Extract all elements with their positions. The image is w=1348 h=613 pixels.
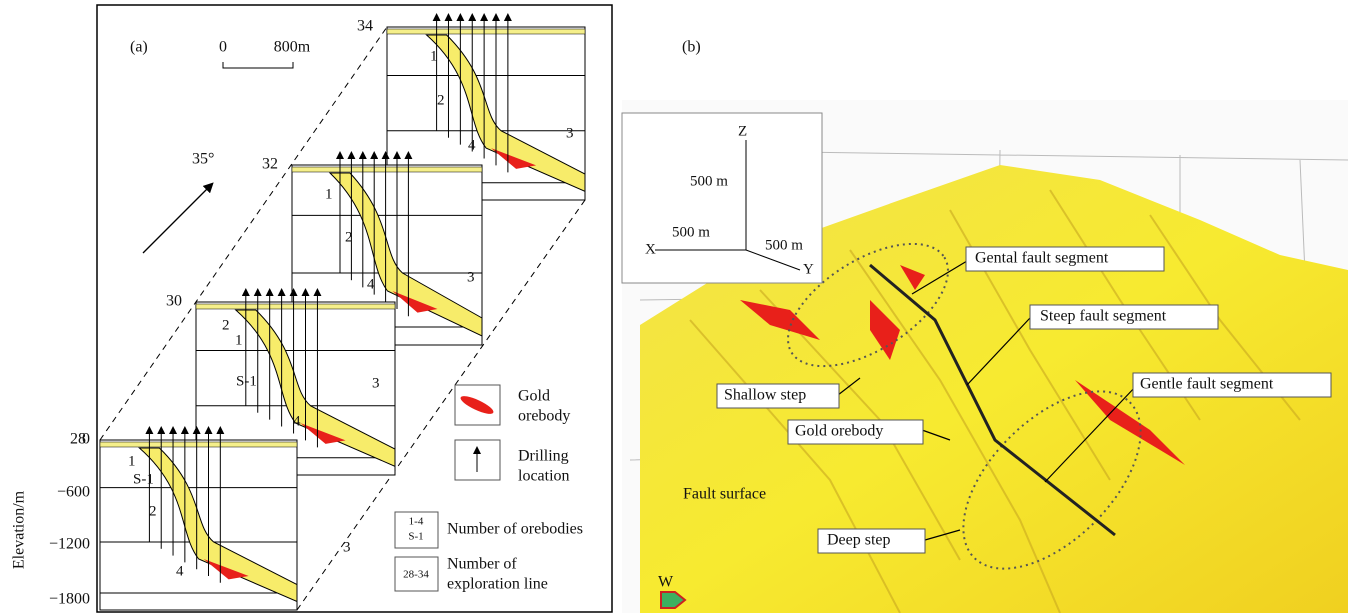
label: Gental fault segment	[975, 250, 1109, 267]
legend-box-text: S-1	[408, 531, 423, 543]
legend-text: Drilling	[518, 448, 569, 465]
orebody-label: 4	[176, 563, 184, 579]
surface	[292, 167, 482, 172]
label: Gentle fault segment	[1140, 376, 1274, 393]
surface	[387, 29, 585, 34]
label: Steep fault segment	[1040, 308, 1167, 325]
scale-start: 0	[219, 39, 227, 56]
panel-tag: (a)	[130, 39, 148, 56]
surface	[100, 442, 297, 447]
label: Gold orebody	[795, 423, 883, 440]
axis-tick: −1200	[49, 536, 90, 553]
orebody-label: S-1	[133, 471, 154, 487]
orebody-label: 4	[293, 413, 301, 429]
figure: 3412343212343021S-134281S-1234 (a) 0 800…	[0, 0, 1348, 613]
axis-tick: −1800	[49, 591, 90, 608]
legend-text: Number of	[447, 556, 517, 573]
label: Shallow step	[724, 387, 806, 404]
section-number: 32	[262, 156, 278, 173]
section-number: 34	[357, 18, 373, 35]
label: Deep step	[827, 532, 891, 549]
legend-text: Gold	[518, 388, 550, 405]
orebody-label: 1	[430, 48, 438, 64]
axis-label: Z	[738, 123, 747, 139]
section-number: 30	[166, 293, 182, 310]
panel-tag: (b)	[682, 39, 701, 56]
axis-title: Elevation/m	[11, 490, 28, 569]
legend-box-text: 1-4	[409, 516, 424, 528]
orebody-label: 2	[345, 229, 353, 245]
orebody-label: 4	[468, 137, 476, 153]
orebody-label: S-1	[236, 373, 257, 389]
legend-text: Number of orebodies	[447, 521, 583, 538]
orebody-label: 2	[437, 92, 445, 108]
legend-text: location	[518, 468, 570, 485]
orebody-label: 1	[325, 186, 333, 202]
axis-length: 500 m	[672, 224, 710, 240]
orebody-label: 1	[128, 453, 136, 469]
orebody-label: 3	[566, 125, 574, 141]
label: Fault surface	[683, 486, 766, 503]
axis-length: 500 m	[765, 237, 803, 253]
orebody-label: 3	[343, 539, 351, 555]
direction: 35°	[192, 151, 214, 168]
axis-length: 500 m	[690, 173, 728, 189]
orebody-label: 2	[222, 317, 230, 333]
scale-end: 800m	[274, 39, 311, 56]
label: W	[658, 574, 674, 591]
orebody-label: 1	[235, 332, 243, 348]
axis-tick: 0	[82, 431, 90, 448]
axis-tick: −600	[57, 484, 90, 501]
axis-label: X	[645, 241, 656, 257]
orebody-label: 4	[367, 276, 375, 292]
axis-label: Y	[803, 261, 814, 277]
legend-text: exploration line	[447, 576, 548, 593]
orebody-label: 3	[467, 269, 475, 285]
axis-inset	[622, 113, 822, 283]
orebody-label: 2	[149, 503, 157, 519]
legend-text: orebody	[518, 408, 570, 425]
surface	[196, 304, 395, 309]
legend-box-text: 28-34	[403, 569, 429, 581]
orebody-label: 3	[372, 375, 380, 391]
